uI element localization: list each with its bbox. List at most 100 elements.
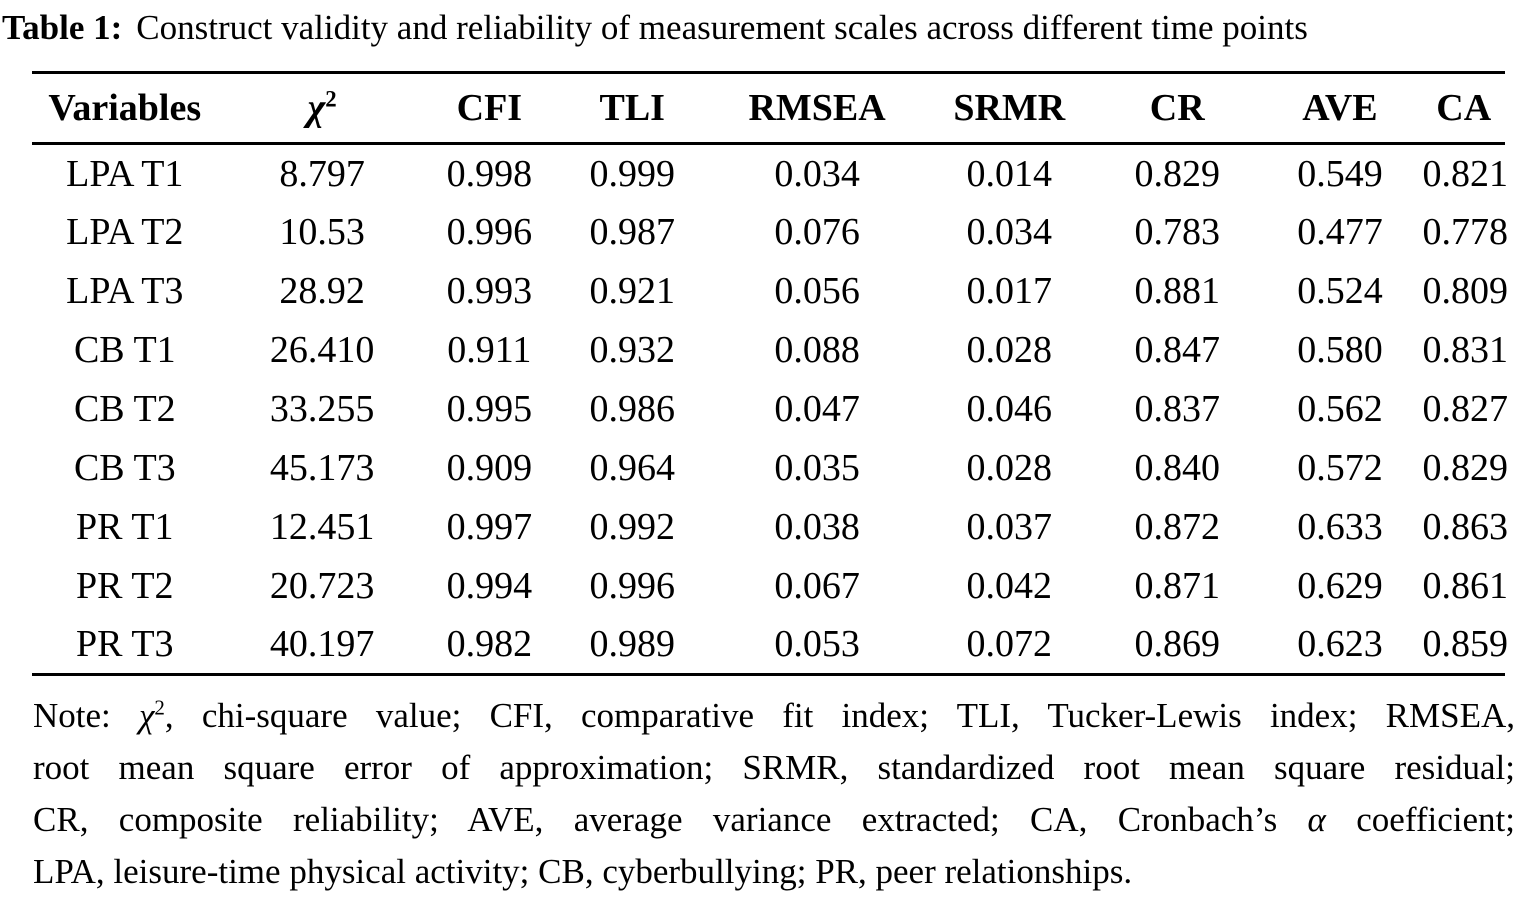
table-cell: 0.909 [446, 447, 533, 489]
table-cell: 0.088 [774, 329, 860, 371]
table-cell: 33.255 [269, 388, 375, 430]
table-cell: 40.197 [269, 623, 375, 666]
table-cell: 0.034 [774, 152, 860, 195]
table-cell: 0.993 [446, 270, 533, 312]
table-cell: 0.989 [589, 623, 675, 666]
table-header-row: Variables χ2 CFI TLI RMSEA SRMR CR AVE CA [32, 73, 1505, 144]
table-cell: 20.723 [269, 565, 375, 607]
table-cell: 0.037 [966, 506, 1053, 548]
table-cell: 0.047 [774, 388, 860, 430]
table-cell: 0.997 [446, 506, 533, 548]
table-cell: 0.869 [1134, 623, 1220, 666]
table-cell: 45.173 [269, 447, 375, 489]
table-row: CB T2 33.255 0.995 0.986 0.047 0.046 0.837 0.56… [32, 380, 1508, 439]
table-cell: 0.028 [966, 447, 1053, 489]
table-caption: Table 1: Construct validity and reliabili… [2, 8, 1535, 48]
table-caption-label: Table 1: [2, 8, 123, 47]
table-caption-text: Construct validity and reliability of me… [136, 8, 1308, 47]
note-line: root mean square error of approximation;… [33, 748, 1515, 787]
table-cell: 0.014 [966, 152, 1053, 195]
table-cell: 0.034 [966, 211, 1053, 253]
column-header: TLI [599, 87, 665, 129]
note-line: Note: χ2, chi-square value; CFI, compara… [33, 695, 1515, 735]
row-label: PR T1 [76, 506, 174, 548]
table-row: LPA T3 28.92 0.993 0.921 0.056 0.017 0.881 0.52… [32, 262, 1508, 321]
table-cell: 0.042 [966, 565, 1053, 607]
table-cell: 0.996 [446, 211, 533, 253]
table-cell: 0.549 [1297, 152, 1383, 195]
table-cell: 0.986 [589, 388, 675, 430]
table-cell: 0.572 [1297, 447, 1383, 489]
table-row: PR T2 20.723 0.994 0.996 0.067 0.042 0.871 0.62… [32, 557, 1508, 616]
table-cell: 0.872 [1134, 506, 1220, 548]
table-cell: 0.633 [1297, 506, 1383, 548]
note-line: LPA, leisure-time physical activity; CB,… [33, 852, 1133, 891]
table-cell: 0.982 [446, 623, 533, 666]
table-cell: 0.921 [589, 270, 675, 312]
table-cell: 0.038 [774, 506, 860, 548]
note-line: CR, composite reliability; AVE, average … [33, 800, 1515, 839]
table-row: LPA T2 10.53 0.996 0.987 0.076 0.034 0.783 0.47… [32, 203, 1508, 262]
table-cell: 8.797 [279, 152, 365, 195]
row-label: LPA T3 [66, 270, 184, 312]
table-cell: 0.629 [1297, 565, 1383, 607]
row-label: LPA T1 [66, 152, 184, 195]
table-cell: 0.996 [589, 565, 675, 607]
table-cell: 12.451 [269, 506, 375, 548]
table-note: Note: χ2, chi-square value; CFI, compara… [33, 690, 1515, 898]
table-row: LPA T1 8.797 0.998 0.999 0.034 0.014 0.829 0.54… [32, 144, 1508, 203]
table-cell: 0.999 [589, 152, 675, 195]
table-row: CB T1 26.410 0.911 0.932 0.088 0.028 0.847 0.58… [32, 321, 1508, 380]
column-header: RMSEA [748, 87, 886, 129]
table-cell: 0.783 [1134, 211, 1220, 253]
row-label: CB T2 [73, 388, 176, 430]
results-table: Variables χ2 CFI TLI RMSEA SRMR CR AVE CA LPA T1… [32, 71, 1508, 676]
table-cell: 0.053 [774, 623, 860, 666]
table-cell: 0.809 [1422, 270, 1508, 312]
column-header: Variables [48, 87, 202, 129]
table-cell: 0.994 [446, 565, 533, 607]
table-cell: 26.410 [269, 329, 375, 371]
table-cell: 0.827 [1422, 388, 1508, 430]
table-cell: 0.035 [774, 447, 860, 489]
column-header: AVE [1302, 87, 1378, 129]
table-cell: 0.964 [589, 447, 675, 489]
table-body: LPA T1 8.797 0.998 0.999 0.034 0.014 0.829 0.54… [32, 144, 1508, 675]
table-cell: 0.623 [1297, 623, 1383, 666]
table-cell: 0.847 [1134, 329, 1220, 371]
table-cell: 0.076 [774, 211, 860, 253]
column-header: CFI [456, 87, 523, 129]
table-cell: 0.861 [1422, 565, 1508, 607]
row-label: CB T3 [73, 447, 176, 489]
table-cell: 0.046 [966, 388, 1053, 430]
table-cell: 0.778 [1422, 211, 1508, 253]
table-cell: 0.932 [589, 329, 675, 371]
table-cell: 0.562 [1297, 388, 1383, 430]
table-cell: 0.072 [966, 623, 1053, 666]
table-cell: 0.840 [1134, 447, 1220, 489]
column-header: χ2 [307, 86, 337, 129]
table-cell: 0.998 [446, 152, 533, 195]
row-label: PR T3 [76, 623, 174, 666]
table-cell: 0.524 [1297, 270, 1383, 312]
table-cell: 0.871 [1134, 565, 1220, 607]
table-cell: 0.837 [1134, 388, 1220, 430]
table-cell: 10.53 [279, 211, 365, 253]
table-cell: 0.829 [1134, 152, 1220, 195]
table-row: PR T3 40.197 0.982 0.989 0.053 0.072 0.869 0.62… [32, 616, 1508, 675]
table-cell: 0.987 [589, 211, 675, 253]
table-cell: 0.863 [1422, 506, 1508, 548]
table-cell: 0.995 [446, 388, 533, 430]
table-cell: 0.992 [589, 506, 675, 548]
row-label: LPA T2 [66, 211, 184, 253]
column-header: SRMR [953, 87, 1066, 129]
table-cell: 28.92 [279, 270, 365, 312]
column-header: CR [1149, 87, 1205, 129]
page: Table 1: Construct validity and reliabili… [0, 8, 1535, 898]
table-cell: 0.017 [966, 270, 1053, 312]
table-cell: 0.881 [1134, 270, 1220, 312]
table-cell: 0.067 [774, 565, 860, 607]
table-cell: 0.831 [1422, 329, 1508, 371]
table-row: CB T3 45.173 0.909 0.964 0.035 0.028 0.840 0.57… [32, 439, 1508, 498]
table-cell: 0.829 [1422, 447, 1508, 489]
